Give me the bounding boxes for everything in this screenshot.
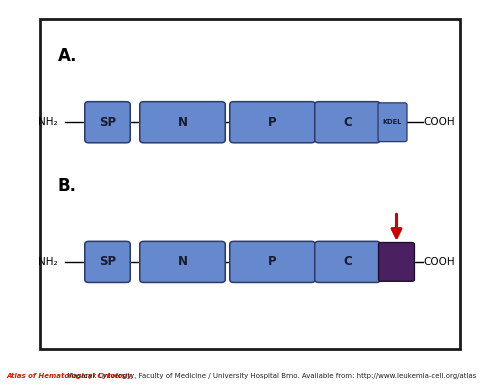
Text: KDEL: KDEL <box>383 119 402 125</box>
FancyBboxPatch shape <box>315 102 380 143</box>
FancyBboxPatch shape <box>40 19 460 349</box>
FancyBboxPatch shape <box>140 241 225 282</box>
Text: COOH: COOH <box>424 117 455 127</box>
Text: A.: A. <box>58 47 77 65</box>
Text: NH₂: NH₂ <box>38 257 58 267</box>
Text: P: P <box>268 116 277 129</box>
Text: B.: B. <box>58 177 76 195</box>
FancyBboxPatch shape <box>315 241 380 282</box>
Text: SP: SP <box>99 255 116 268</box>
FancyBboxPatch shape <box>84 241 130 282</box>
FancyBboxPatch shape <box>230 241 316 282</box>
FancyBboxPatch shape <box>378 103 407 142</box>
FancyBboxPatch shape <box>140 102 225 143</box>
Text: C: C <box>343 255 352 268</box>
Text: N: N <box>178 116 188 129</box>
FancyBboxPatch shape <box>378 242 414 281</box>
Text: C: C <box>343 116 352 129</box>
Text: COOH: COOH <box>424 257 455 267</box>
FancyBboxPatch shape <box>230 102 316 143</box>
Text: Atlas of Hematological Cytology.: Atlas of Hematological Cytology. <box>6 373 134 379</box>
Text: Masaryk University, Faculty of Medicine / University Hospital Brno. Available fr: Masaryk University, Faculty of Medicine … <box>65 374 476 379</box>
Text: N: N <box>178 255 188 268</box>
Text: P: P <box>268 255 277 268</box>
FancyBboxPatch shape <box>84 102 130 143</box>
Text: NH₂: NH₂ <box>38 117 58 127</box>
Text: SP: SP <box>99 116 116 129</box>
